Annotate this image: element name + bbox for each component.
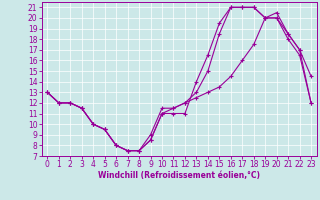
X-axis label: Windchill (Refroidissement éolien,°C): Windchill (Refroidissement éolien,°C) bbox=[98, 171, 260, 180]
